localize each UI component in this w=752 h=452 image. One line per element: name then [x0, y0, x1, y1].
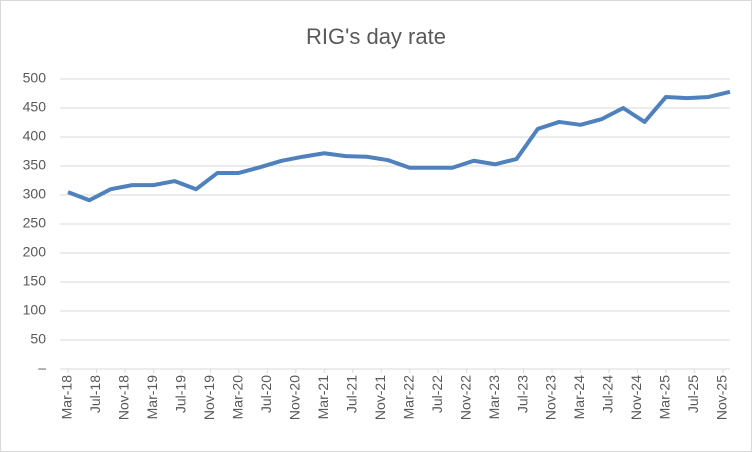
x-tick-label: Nov-18: [116, 375, 132, 420]
y-tick-label: 300: [23, 186, 47, 202]
x-tick-label: Nov-23: [543, 375, 559, 420]
chart-title: RIG's day rate: [306, 24, 446, 49]
x-tick-label: Jul-24: [600, 375, 616, 413]
y-tick-label: 150: [23, 273, 47, 289]
x-tick-label: Jul-21: [343, 375, 359, 413]
x-tick-label: Nov-22: [457, 375, 473, 420]
data-line: [67, 89, 731, 203]
x-tick-label: Mar-25: [657, 375, 673, 420]
x-tick-label: Jul-19: [173, 375, 189, 413]
x-tick-label: Jul-20: [258, 375, 274, 413]
x-tick-label: Mar-18: [59, 375, 75, 420]
x-tick-label: Nov-19: [201, 375, 217, 420]
y-tick-label: 450: [23, 99, 47, 115]
x-tick-label: Mar-23: [486, 375, 502, 420]
y-tick-label: 50: [30, 331, 46, 347]
y-tick-label: 400: [23, 128, 47, 144]
x-tick-label: Mar-24: [571, 375, 587, 420]
y-tick-label: 250: [23, 215, 47, 231]
x-tick-label: Mar-19: [144, 375, 160, 420]
x-tick-label: Mar-21: [315, 375, 331, 420]
y-tick-label: 350: [23, 157, 47, 173]
x-tick-label: Jul-23: [514, 375, 530, 413]
x-tick-label: Mar-20: [230, 375, 246, 420]
x-tick-label: Jul-22: [429, 375, 445, 413]
x-tick-label: Mar-22: [400, 375, 416, 420]
x-tick-label: Nov-24: [628, 375, 644, 420]
x-tick-label: Nov-25: [714, 375, 730, 420]
x-tick-label: Jul-18: [87, 375, 103, 413]
x-tick-label: Nov-21: [372, 375, 388, 420]
y-tick-label: 100: [23, 302, 47, 318]
x-tick-label: Jul-25: [685, 375, 701, 413]
y-tick-label: 200: [23, 244, 47, 260]
x-tick-label: Nov-20: [286, 375, 302, 420]
y-tick-label: 500: [23, 70, 47, 86]
y-tick-label: –: [38, 360, 46, 376]
